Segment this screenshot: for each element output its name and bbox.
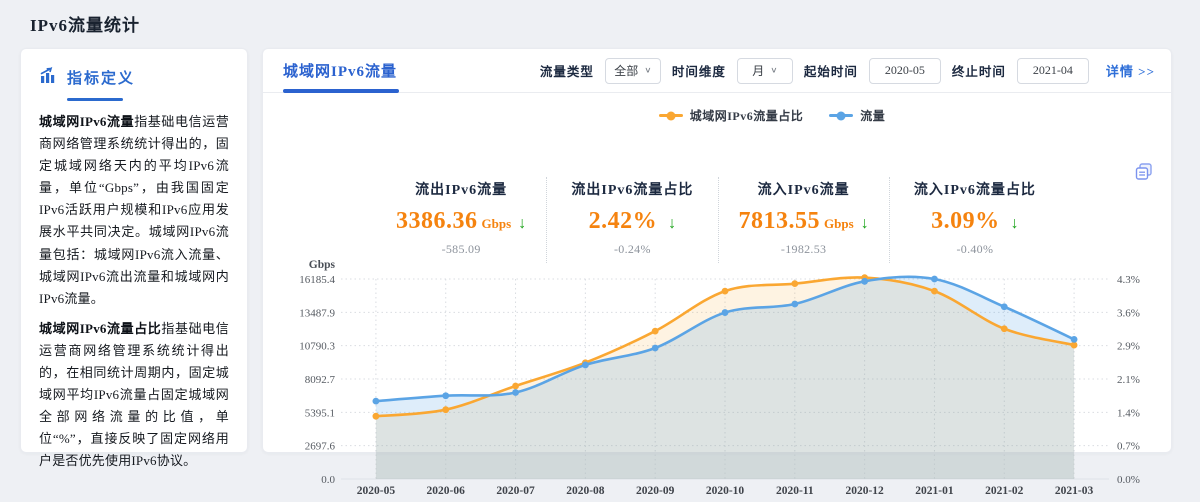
- svg-text:3.6%: 3.6%: [1117, 307, 1140, 319]
- chart-section: 城域网IPv6流量占比 流量 流出IPv6流量 3386.36 Gbps ↓ -58…: [263, 93, 1171, 497]
- legend-item-traffic[interactable]: 流量: [829, 107, 885, 124]
- end-time-input[interactable]: [1016, 57, 1089, 84]
- panel-header: 城域网IPv6流量 流量类型 全部 ∨ 时间维度 月 ∨ 起始时间 终止时间 详…: [263, 49, 1171, 93]
- kpi-card-in-ratio: 流入IPv6流量占比 3.09% ↓ -0.40%: [888, 177, 1060, 263]
- filter-label-start-time: 起始时间: [803, 65, 858, 79]
- svg-text:2020-08: 2020-08: [566, 485, 605, 497]
- svg-text:10790.3: 10790.3: [299, 341, 335, 353]
- svg-text:2020-10: 2020-10: [706, 485, 745, 497]
- legend-line-icon: [829, 111, 854, 120]
- svg-text:5395.1: 5395.1: [305, 407, 335, 419]
- page-title: IPv6流量统计: [30, 16, 140, 35]
- svg-text:2697.6: 2697.6: [305, 441, 336, 453]
- copy-panels-icon[interactable]: [1133, 161, 1155, 183]
- svg-text:2.1%: 2.1%: [1117, 374, 1140, 386]
- svg-text:2020-05: 2020-05: [357, 485, 396, 497]
- filter-label-time-dimension: 时间维度: [671, 65, 726, 79]
- kpi-card-out-traffic: 流出IPv6流量 3386.36 Gbps ↓ -585.09: [376, 177, 546, 263]
- kpi-delta: -0.24%: [613, 242, 651, 256]
- time-dimension-select[interactable]: 月 ∨: [736, 57, 793, 84]
- kpi-card-in-traffic: 流入IPv6流量 7813.55 Gbps ↓ -1982.53: [717, 177, 889, 263]
- svg-text:0.0: 0.0: [321, 474, 335, 486]
- definitions-title: 指标定义: [67, 71, 136, 87]
- svg-text:8092.7: 8092.7: [305, 374, 336, 386]
- svg-text:0.0%: 0.0%: [1117, 474, 1140, 486]
- svg-text:2020-11: 2020-11: [776, 485, 814, 497]
- detail-link[interactable]: 详情 >>: [1105, 64, 1155, 79]
- bar-chart-icon: [39, 65, 59, 90]
- legend-dot-icon: [666, 111, 676, 120]
- svg-text:2.9%: 2.9%: [1117, 341, 1140, 353]
- svg-text:Gbps: Gbps: [309, 259, 336, 271]
- chevron-down-icon: ∨: [770, 66, 778, 75]
- down-arrow-icon: ↓: [860, 215, 869, 232]
- chart-legend: 城域网IPv6流量占比 流量: [263, 107, 1171, 124]
- tab-metro-ipv6-traffic[interactable]: 城域网IPv6流量: [283, 49, 400, 93]
- svg-text:2021-03: 2021-03: [1055, 485, 1094, 497]
- svg-text:2021-01: 2021-01: [915, 485, 954, 497]
- svg-text:2020-06: 2020-06: [427, 485, 466, 497]
- definition-paragraph: 城域网IPv6流量指基础电信运营商网络管理系统统计得出的，固定城域网络天内的平均…: [39, 114, 229, 306]
- legend-dot-icon: [836, 111, 846, 120]
- definitions-panel: 指标定义 城域网IPv6流量指基础电信运营商网络管理系统统计得出的，固定城域网络…: [20, 48, 248, 468]
- traffic-line-chart[interactable]: Gbps 0.0 2697.6 5395.1 8092.7 10790.3 13487.9 1…: [285, 251, 1165, 497]
- definition-paragraph: 城域网IPv6流量占比指基础电信运营商网络管理系统统计得出的，在相同统计周期内，…: [39, 320, 229, 469]
- svg-text:4.3%: 4.3%: [1117, 274, 1140, 286]
- kpi-delta: -0.40%: [956, 242, 994, 256]
- legend-line-icon: [658, 111, 683, 120]
- start-time-input[interactable]: [868, 57, 941, 84]
- filter-label-traffic-type: 流量类型: [539, 65, 594, 79]
- svg-text:0.7%: 0.7%: [1117, 441, 1140, 453]
- chevron-down-icon: ∨: [644, 66, 652, 75]
- legend-item-ratio[interactable]: 城域网IPv6流量占比: [658, 107, 804, 124]
- definition-term: 城域网IPv6流量占比: [39, 320, 162, 336]
- down-arrow-icon: ↓: [518, 215, 527, 232]
- svg-text:16185.4: 16185.4: [299, 274, 335, 286]
- svg-text:2020-09: 2020-09: [636, 485, 675, 497]
- svg-text:1.4%: 1.4%: [1117, 407, 1140, 419]
- kpi-card-out-ratio: 流出IPv6流量占比 2.42% ↓ -0.24%: [546, 177, 717, 263]
- svg-text:2020-07: 2020-07: [496, 485, 535, 497]
- svg-text:2021-02: 2021-02: [985, 485, 1024, 497]
- metro-ipv6-panel: 城域网IPv6流量 流量类型 全部 ∨ 时间维度 月 ∨ 起始时间 终止时间 详…: [262, 48, 1172, 497]
- filter-label-end-time: 终止时间: [951, 65, 1006, 79]
- title-underline: [67, 98, 123, 101]
- down-arrow-icon: ↓: [1010, 215, 1019, 232]
- definition-term: 城域网IPv6流量: [39, 114, 135, 129]
- kpi-delta: -1982.53: [780, 242, 827, 256]
- kpi-delta: -585.09: [441, 242, 481, 256]
- kpi-cards: 流出IPv6流量 3386.36 Gbps ↓ -585.09 流出IPv6流量占比…: [376, 177, 1060, 263]
- svg-text:13487.9: 13487.9: [299, 307, 335, 319]
- down-arrow-icon: ↓: [668, 215, 677, 232]
- svg-text:2020-12: 2020-12: [845, 485, 884, 497]
- filter-bar: 流量类型 全部 ∨ 时间维度 月 ∨ 起始时间 终止时间 详情 >>: [539, 57, 1155, 84]
- traffic-type-select[interactable]: 全部 ∨: [604, 57, 661, 84]
